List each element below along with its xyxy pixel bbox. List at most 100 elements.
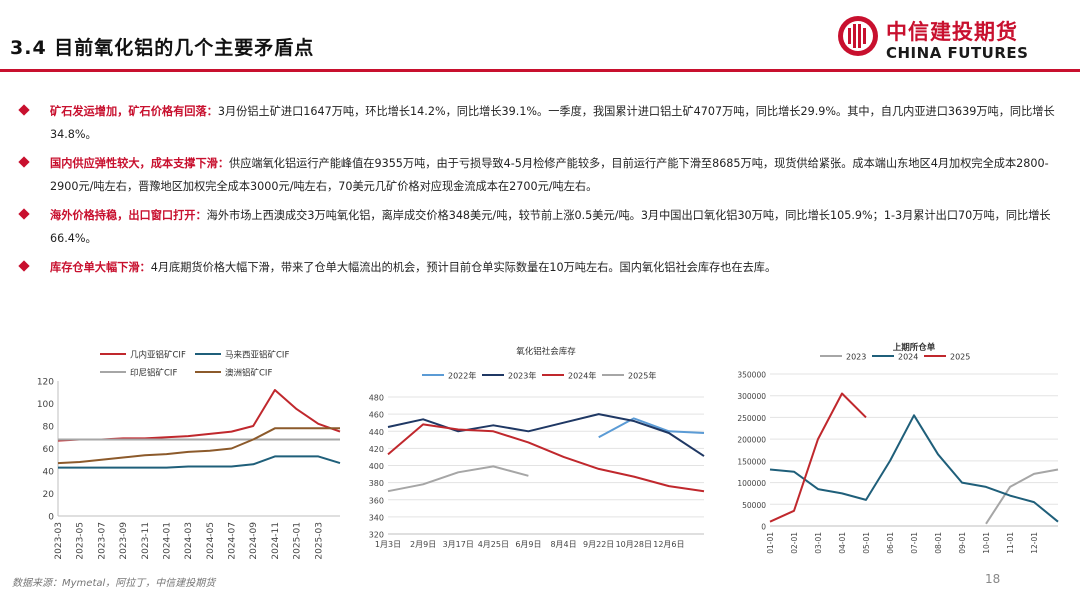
series-line (387, 465, 529, 493)
bullet-item: 矿石发运增加，矿石价格有回落：3月份铝土矿进口1647万吨，环比增长14.2%，… (18, 100, 1068, 146)
x-tick-label: 8月4日 (550, 540, 576, 549)
series-line (57, 389, 341, 442)
x-tick-label: 3月17日 (443, 540, 474, 549)
y-tick-label: 60 (43, 445, 55, 455)
alumina-social-inventory-chart: 氧化铝社会库存 2022年 2023年 2024年 2025年 320 340 360 380 4… (369, 346, 705, 549)
legend-label: 印尼铝矿CIF (130, 368, 177, 379)
y-tick-label: 0 (761, 523, 766, 532)
x-tick-label: 08-01 (934, 532, 943, 554)
bullet-item: 国内供应弹性较大，成本支撑下滑：供应端氧化铝运行产能峰值在9355万吨，由于亏损… (18, 152, 1068, 198)
series-line (769, 392, 867, 523)
legend-label: 澳洲铝矿CIF (225, 368, 272, 379)
y-tick-label: 150000 (737, 457, 766, 466)
series-line (58, 455, 341, 469)
x-tick-label: 06-01 (886, 532, 895, 554)
x-tick-label: 2024-07 (228, 522, 238, 560)
legend-label: 2023 (846, 353, 866, 362)
x-tick-label: 2023-03 (54, 522, 64, 560)
y-tick-label: 20 (43, 490, 55, 500)
shfe-warehouse-receipts-chart: 上期所仓单 2023 2024 2025 0 50000 100000 150000 20000… (737, 342, 1059, 554)
y-tick-label: 120 (37, 378, 54, 388)
bullet-lead: 海外价格持稳，出口窗口打开： (50, 209, 207, 222)
y-tick-label: 460 (369, 411, 384, 420)
citic-logo-icon (838, 16, 878, 56)
legend-label: 2024 (898, 353, 918, 362)
legend-label: 马来西亚铝矿CIF (225, 350, 289, 361)
x-tick-label: 03-01 (814, 532, 823, 554)
x-tick-label: 01-01 (766, 532, 775, 554)
x-tick-label: 2023-07 (97, 522, 107, 560)
y-tick-label: 80 (43, 423, 55, 433)
bullet-text: 供应端氧化铝运行产能峰值在9355万吨，由于亏损导致4-5月检修产能较多，目前运… (50, 157, 1049, 193)
legend-label: 几内亚铝矿CIF (130, 350, 186, 361)
x-tick-label: 2024-05 (206, 522, 216, 560)
bullet-item: 海外价格持稳，出口窗口打开：海外市场上西澳成交3万吨氧化铝，离岸成交价格348美… (18, 204, 1068, 250)
series-line (387, 423, 705, 493)
company-logo: 中信建投期货 CHINA FUTURES (836, 10, 1076, 66)
legend-label: 2023年 (508, 371, 536, 381)
x-tick-label: 6月9日 (515, 540, 541, 549)
bullet-lead: 矿石发运增加，矿石价格有回落： (50, 105, 218, 118)
x-tick-label: 2023-11 (141, 522, 151, 560)
y-tick-label: 250000 (737, 414, 766, 423)
page-number: 18 (985, 572, 1001, 586)
series-line (598, 417, 705, 439)
x-tick-label: 2025-01 (293, 522, 303, 560)
x-tick-label: 04-01 (838, 532, 847, 554)
y-tick-label: 200000 (737, 436, 766, 445)
y-tick-label: 360 (369, 496, 384, 505)
bullet-lead: 国内供应弹性较大，成本支撑下滑： (50, 157, 230, 170)
x-tick-label: 07-01 (910, 532, 919, 554)
y-tick-label: 50000 (742, 501, 766, 510)
x-tick-label: 09-01 (958, 532, 967, 554)
y-tick-label: 350000 (737, 371, 766, 380)
data-source-note: 数据来源：Mymetal，阿拉丁，中信建投期货 (12, 578, 216, 589)
legend-label: 2025年 (628, 371, 656, 381)
x-tick-label: 10月28日 (616, 540, 652, 549)
x-tick-label: 4月25日 (478, 540, 509, 549)
series-line (57, 427, 340, 465)
bullet-text: 3月份铝土矿进口1647万吨，环比增长14.2%，同比增长39.1%。一季度，我… (50, 105, 1055, 141)
x-tick-label: 2月9日 (410, 540, 436, 549)
bullet-text: 4月底期货价格大幅下滑，带来了仓单大幅流出的机会，预计目前仓单实际数量在10万吨… (150, 261, 777, 274)
y-tick-label: 380 (369, 479, 384, 488)
legend-label: 2025 (950, 353, 970, 362)
x-tick-label: 2025-03 (314, 522, 324, 560)
y-tick-label: 300000 (737, 392, 766, 401)
y-tick-label: 40 (43, 468, 55, 478)
logo-english-name: CHINA FUTURES (886, 44, 1029, 62)
x-tick-label: 12-01 (1030, 532, 1039, 554)
y-tick-label: 340 (369, 513, 384, 522)
x-tick-label: 2024-11 (271, 522, 281, 560)
bullet-list: 矿石发运增加，矿石价格有回落：3月份铝土矿进口1647万吨，环比增长14.2%，… (18, 100, 1068, 285)
bauxite-cif-price-chart: 几内亚铝矿CIF 马来西亚铝矿CIF 印尼铝矿CIF 澳洲铝矿CIF 0 20 40 60 80… (37, 350, 341, 560)
series-line (985, 468, 1059, 525)
header-divider (0, 69, 1080, 72)
legend-label: 2024年 (568, 371, 596, 381)
y-tick-label: 480 (369, 394, 384, 403)
y-tick-label: 420 (369, 445, 384, 454)
page-title: 3.4 目前氧化铝的几个主要矛盾点 (10, 37, 315, 59)
x-tick-label: 10-01 (982, 532, 991, 554)
x-tick-label: 02-01 (790, 532, 799, 554)
bullet-lead: 库存仓单大幅下滑： (50, 261, 151, 274)
x-tick-label: 2023-05 (76, 522, 86, 560)
bullet-text: 海外市场上西澳成交3万吨氧化铝，离岸成交价格348美元/吨，较节前上涨0.5美元… (50, 209, 1051, 245)
x-tick-label: 05-01 (862, 532, 871, 554)
x-tick-label: 11-01 (1006, 532, 1015, 554)
y-tick-label: 320 (369, 531, 384, 540)
x-tick-label: 2024-09 (249, 522, 259, 560)
chart-title: 上期所仓单 (893, 342, 936, 353)
series-line (387, 413, 705, 457)
legend-label: 2022年 (448, 371, 476, 381)
x-tick-label: 2024-03 (184, 522, 194, 560)
y-tick-label: 440 (369, 428, 384, 437)
y-tick-label: 100 (37, 400, 54, 410)
bullet-item: 库存仓单大幅下滑：4月底期货价格大幅下滑，带来了仓单大幅流出的机会，预计目前仓单… (18, 256, 1068, 279)
x-tick-label: 12月6日 (653, 540, 684, 549)
y-tick-label: 100000 (737, 479, 766, 488)
x-tick-label: 9月22日 (583, 540, 614, 549)
y-tick-label: 400 (369, 462, 384, 471)
x-tick-label: 2024-01 (162, 522, 172, 560)
x-tick-label: 1月3日 (375, 540, 401, 549)
